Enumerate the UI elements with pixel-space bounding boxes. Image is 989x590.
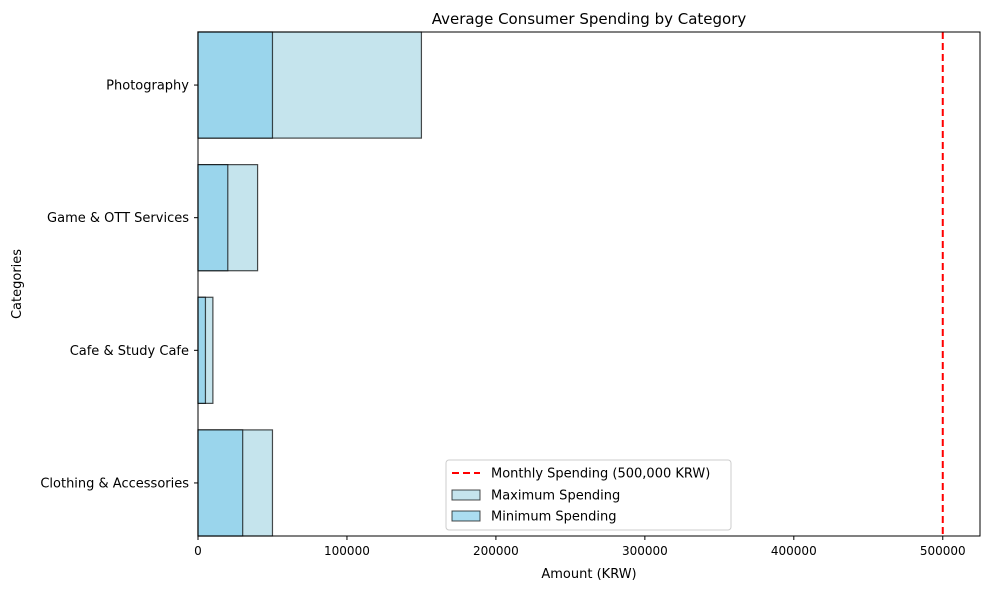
legend-box (445, 459, 732, 531)
x-tick-label: 0 (194, 544, 202, 558)
min-spending-bar (197, 164, 229, 272)
y-tick-label: Clothing & Accessories (40, 476, 189, 491)
plot-frame (197, 31, 981, 537)
x-axis-label: Amount (KRW) (541, 567, 636, 582)
min-spending-bar (197, 31, 274, 139)
legend-label: Minimum Spending (491, 510, 616, 525)
legend-label: Monthly Spending (500,000 KRW) (491, 467, 710, 482)
y-axis-ticks: Clothing & Accessories Cafe & Study Cafe G… (40, 79, 198, 491)
x-tick-label: 100000 (324, 544, 370, 558)
x-axis-ticks: 0 100000 200000 300000 400000 500000 (194, 536, 966, 558)
legend-patch-swatch (451, 489, 481, 501)
legend-patch-swatch (451, 510, 481, 522)
x-tick-label: 300000 (622, 544, 668, 558)
chart-title: Average Consumer Spending by Category (432, 10, 747, 28)
x-tick-label: 200000 (473, 544, 519, 558)
y-tick-label: Cafe & Study Cafe (70, 344, 189, 359)
bars (197, 31, 423, 537)
legend-label: Maximum Spending (491, 489, 620, 504)
min-spending-bar (197, 296, 207, 404)
min-spending-bar (197, 429, 244, 537)
legend: Monthly Spending (500,000 KRW) Maximum Sp… (445, 459, 732, 531)
y-tick-label: Game & OTT Services (47, 211, 189, 226)
y-axis-label: Categories (10, 249, 25, 319)
x-tick-label: 500000 (920, 544, 966, 558)
x-tick-label: 400000 (771, 544, 817, 558)
y-tick-label: Photography (106, 79, 189, 94)
